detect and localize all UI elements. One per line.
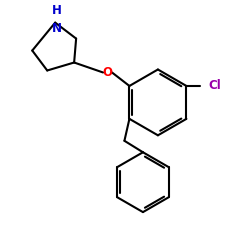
Text: N: N [52,22,62,35]
Text: Cl: Cl [208,80,221,92]
Text: O: O [102,66,112,79]
Text: H: H [52,4,62,17]
